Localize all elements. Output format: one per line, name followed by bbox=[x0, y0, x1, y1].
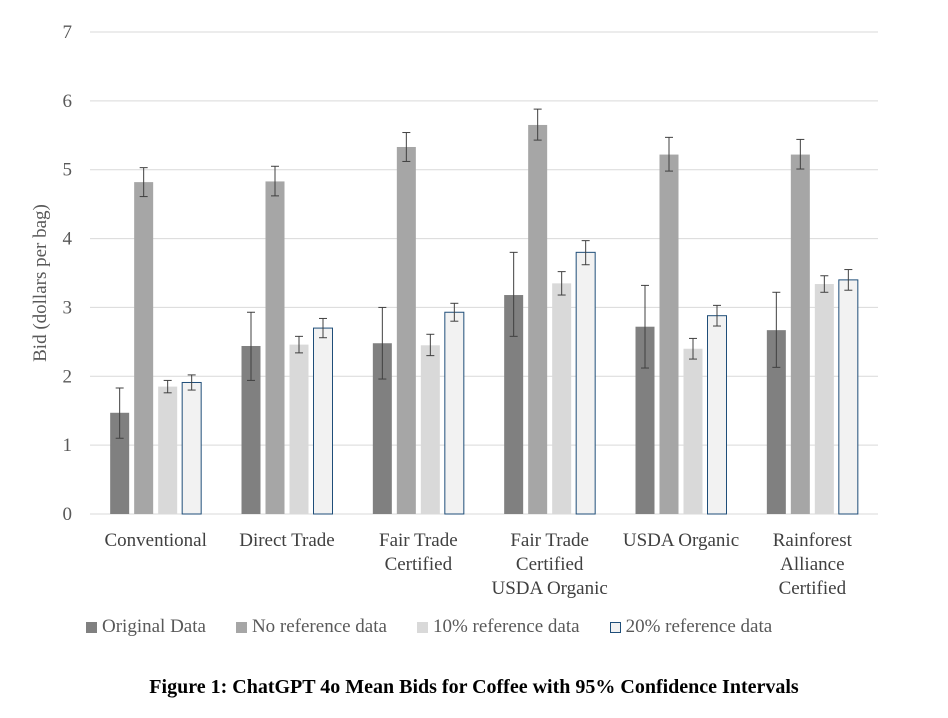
x-category-label: USDA Organic bbox=[623, 530, 739, 551]
error-bars bbox=[115, 108, 853, 439]
bar bbox=[289, 344, 309, 514]
bar bbox=[635, 326, 655, 514]
y-axis-title: Bid (dollars per bag) bbox=[30, 204, 51, 362]
bar bbox=[790, 154, 810, 514]
bar bbox=[707, 315, 727, 515]
y-axis-ticks: 0 1 2 3 4 5 6 7 bbox=[63, 22, 73, 525]
legend-item: Original Data bbox=[86, 616, 206, 638]
x-category-label: Certified bbox=[516, 554, 584, 575]
bar bbox=[181, 381, 202, 515]
bar bbox=[838, 279, 859, 515]
legend-label: No reference data bbox=[251, 616, 387, 637]
legend-label: 10% reference data bbox=[432, 616, 580, 637]
y-tick-label: 7 bbox=[63, 22, 73, 43]
legend-item: No reference data bbox=[235, 616, 387, 638]
bar bbox=[396, 146, 416, 514]
bar bbox=[420, 345, 440, 514]
x-category-label: Fair Trade bbox=[510, 530, 589, 551]
bar bbox=[265, 181, 285, 515]
bar-chart: 0 1 2 3 4 5 6 7 Conventional Direct Trade Fair Tr… bbox=[30, 22, 878, 599]
gridlines bbox=[90, 31, 878, 515]
y-tick-label: 1 bbox=[63, 435, 73, 456]
legend-label: Original Data bbox=[102, 616, 206, 637]
legend-label: 20% reference data bbox=[625, 616, 773, 637]
legend-swatch bbox=[86, 621, 97, 633]
bar bbox=[158, 386, 178, 514]
bar bbox=[504, 295, 524, 514]
x-category-label: Certified bbox=[779, 578, 847, 599]
x-category-label: Certified bbox=[385, 554, 453, 575]
bar bbox=[659, 154, 679, 514]
x-category-label: Fair Trade bbox=[379, 530, 458, 551]
y-tick-label: 5 bbox=[63, 160, 73, 181]
bar bbox=[372, 343, 392, 514]
bar bbox=[683, 348, 703, 514]
bar bbox=[313, 327, 333, 515]
legend-swatch bbox=[416, 621, 428, 633]
bar bbox=[814, 284, 834, 514]
bar bbox=[528, 124, 548, 514]
x-category-label: Alliance bbox=[780, 554, 844, 575]
bar bbox=[110, 412, 130, 514]
figure-caption: Figure 1: ChatGPT 4o Mean Bids for Coffe… bbox=[149, 676, 799, 698]
y-tick-label: 2 bbox=[63, 366, 73, 387]
y-tick-label: 6 bbox=[63, 91, 73, 112]
legend-swatch bbox=[235, 621, 247, 633]
legend-item: 10% reference data bbox=[416, 616, 580, 638]
y-tick-label: 0 bbox=[63, 504, 73, 525]
bar bbox=[552, 283, 572, 514]
y-tick-label: 3 bbox=[63, 297, 73, 318]
y-tick-label: 4 bbox=[63, 229, 73, 250]
bar bbox=[766, 330, 786, 514]
bars bbox=[110, 124, 859, 515]
x-category-label: Conventional bbox=[104, 530, 206, 551]
legend: Original Data No reference data 10% refere… bbox=[86, 616, 802, 638]
bar bbox=[241, 345, 261, 514]
bar bbox=[444, 311, 465, 515]
x-axis-categories: Conventional Direct Trade Fair Trade Certif… bbox=[104, 530, 852, 599]
x-category-label: Rainforest bbox=[773, 530, 853, 551]
legend-swatch bbox=[609, 621, 621, 633]
x-category-label: Direct Trade bbox=[239, 530, 335, 551]
bar bbox=[575, 251, 596, 515]
bar bbox=[134, 182, 154, 514]
x-category-label: USDA Organic bbox=[492, 578, 608, 599]
legend-item: 20% reference data bbox=[609, 616, 773, 638]
